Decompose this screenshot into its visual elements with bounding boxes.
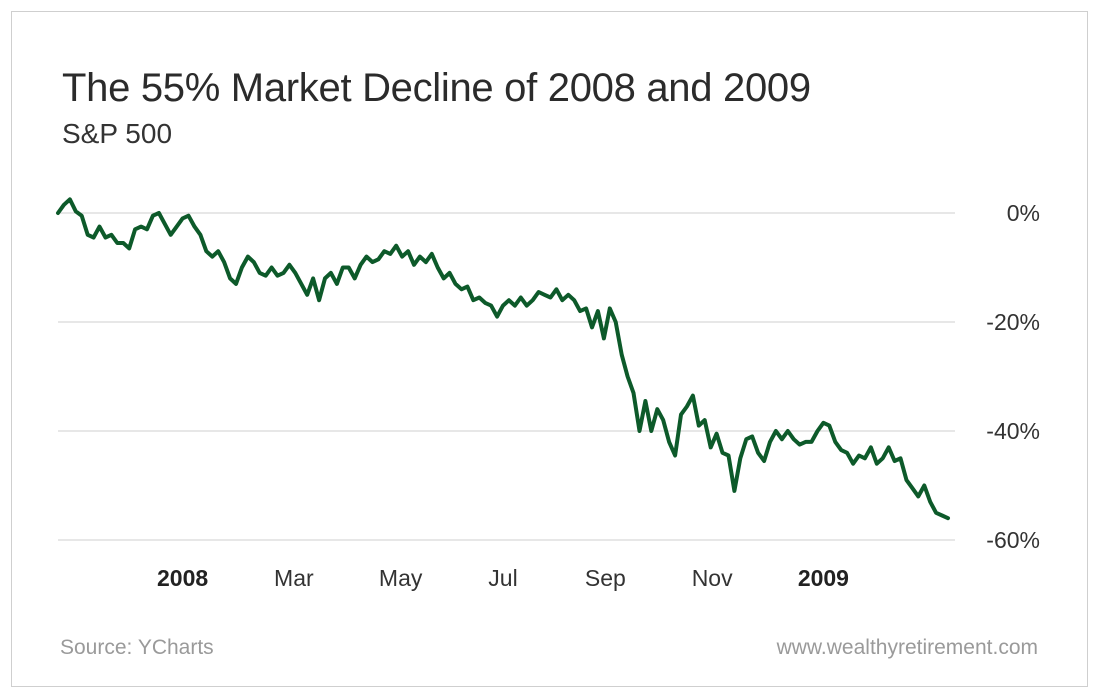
- y-tick-label: -40%: [986, 418, 1040, 444]
- x-tick-label: 2008: [157, 565, 208, 591]
- x-tick-label: 2009: [798, 565, 849, 591]
- website-credit: www.wealthyretirement.com: [776, 636, 1038, 659]
- x-tick-label: Jul: [488, 565, 517, 591]
- source-note: Source: YCharts: [60, 636, 214, 659]
- x-tick-label: May: [379, 565, 423, 591]
- y-tick-label: -20%: [986, 309, 1040, 335]
- series-line-0: [56, 197, 950, 521]
- y-tick-label: 0%: [1007, 200, 1040, 226]
- x-tick-label: Mar: [274, 565, 314, 591]
- chart-subtitle: S&P 500: [62, 118, 173, 149]
- chart-title: The 55% Market Decline of 2008 and 2009: [62, 66, 811, 110]
- x-tick-label: Nov: [692, 565, 733, 591]
- y-tick-label: -60%: [986, 527, 1040, 553]
- chart-frame: [11, 11, 1088, 687]
- x-tick-label: Sep: [585, 565, 626, 591]
